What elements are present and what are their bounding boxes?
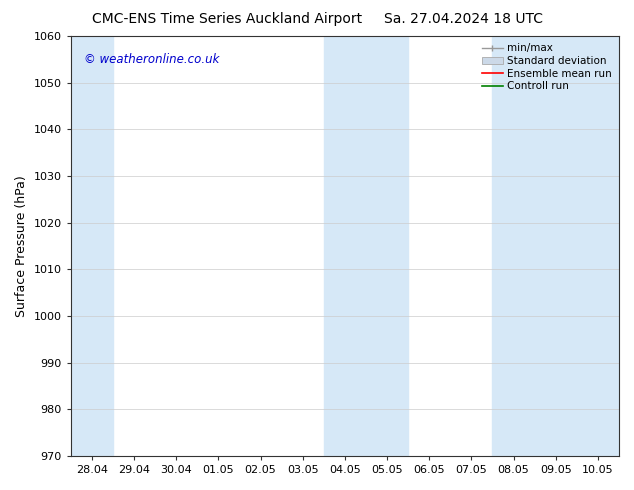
Bar [493, 36, 619, 456]
Text: © weatheronline.co.uk: © weatheronline.co.uk [84, 53, 220, 66]
Legend: min/max, Standard deviation, Ensemble mean run, Controll run: min/max, Standard deviation, Ensemble me… [480, 41, 614, 93]
Bar [71, 36, 113, 456]
Text: CMC-ENS Time Series Auckland Airport     Sa. 27.04.2024 18 UTC: CMC-ENS Time Series Auckland Airport Sa.… [91, 12, 543, 26]
Bar [324, 36, 408, 456]
Y-axis label: Surface Pressure (hPa): Surface Pressure (hPa) [15, 175, 28, 317]
